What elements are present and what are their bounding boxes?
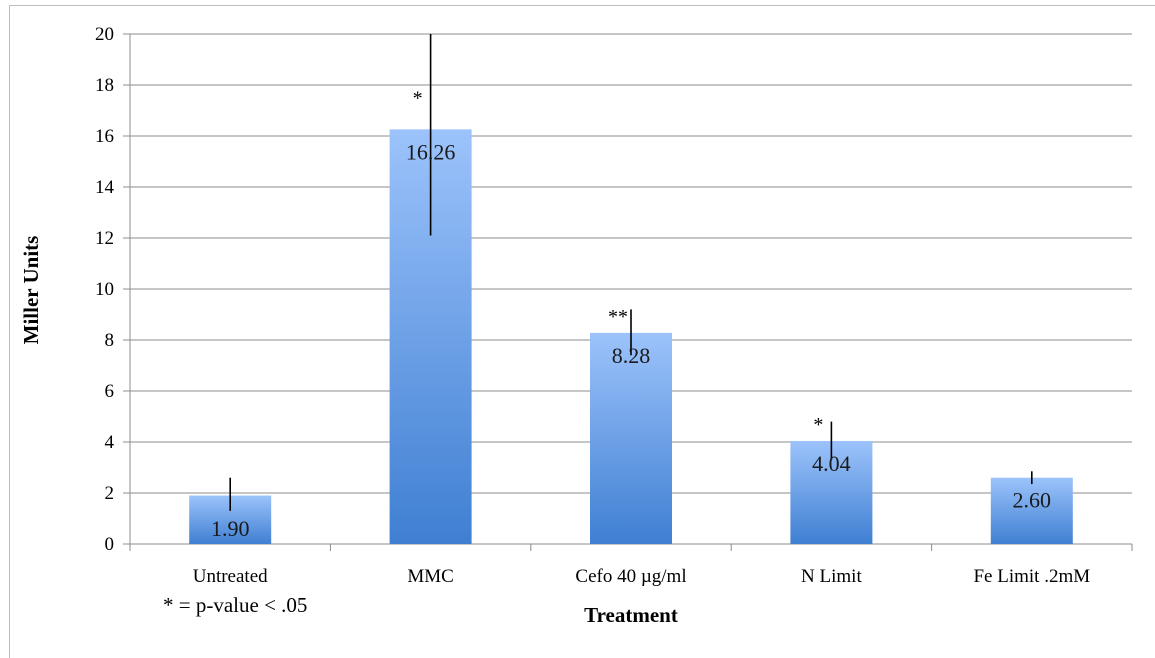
y-tick-label: 14 bbox=[95, 177, 115, 198]
data-label-1: 16.26 bbox=[406, 139, 456, 164]
x-tick-label-0: Untreated bbox=[193, 566, 268, 587]
error-bars bbox=[229, 34, 1033, 511]
y-tick-label: 20 bbox=[95, 24, 114, 45]
x-tick-label-4: Fe Limit .2mM bbox=[973, 566, 1090, 587]
data-labels: 1.90 16.26 8.28 4.04 2.60 bbox=[211, 139, 1051, 541]
significance-note: * = p-value < .05 bbox=[163, 593, 307, 617]
y-tick-label: 4 bbox=[105, 432, 115, 453]
y-tick-label: 2 bbox=[105, 483, 115, 504]
y-tick-labels: 0 2 4 6 8 10 12 14 16 18 20 bbox=[95, 24, 115, 555]
chart-frame bbox=[9, 5, 1155, 658]
bars bbox=[189, 129, 1073, 544]
significance-marker-1: * bbox=[413, 87, 423, 109]
significance-marker-2: ** bbox=[608, 306, 628, 328]
x-axis-title: Treatment bbox=[584, 603, 678, 627]
bar-2 bbox=[590, 332, 672, 544]
y-axis-title: Miller Units bbox=[19, 236, 43, 345]
significance-marker-3: * bbox=[813, 414, 823, 436]
y-tick-label: 6 bbox=[105, 381, 115, 402]
x-tick-labels: Untreated MMC Cefo 40 µg/ml N Limit Fe Limit… bbox=[193, 566, 1090, 587]
y-tick-label: 8 bbox=[105, 330, 115, 351]
data-label-3: 4.04 bbox=[812, 451, 851, 476]
bar-4 bbox=[990, 477, 1073, 544]
significance-markers: **** bbox=[413, 87, 824, 436]
y-tick-label: 16 bbox=[95, 126, 114, 147]
x-tick-label-1: MMC bbox=[407, 566, 453, 587]
x-tick-label-3: N Limit bbox=[801, 566, 862, 587]
data-label-4: 2.60 bbox=[1013, 488, 1052, 513]
y-tick-label: 12 bbox=[95, 228, 114, 249]
y-tick-label: 0 bbox=[105, 534, 115, 555]
y-tick-label: 18 bbox=[95, 75, 114, 96]
x-tick-label-2: Cefo 40 µg/ml bbox=[575, 566, 686, 587]
y-tick-label: 10 bbox=[95, 279, 114, 300]
data-label-0: 1.90 bbox=[211, 516, 250, 541]
data-label-2: 8.28 bbox=[612, 343, 651, 368]
